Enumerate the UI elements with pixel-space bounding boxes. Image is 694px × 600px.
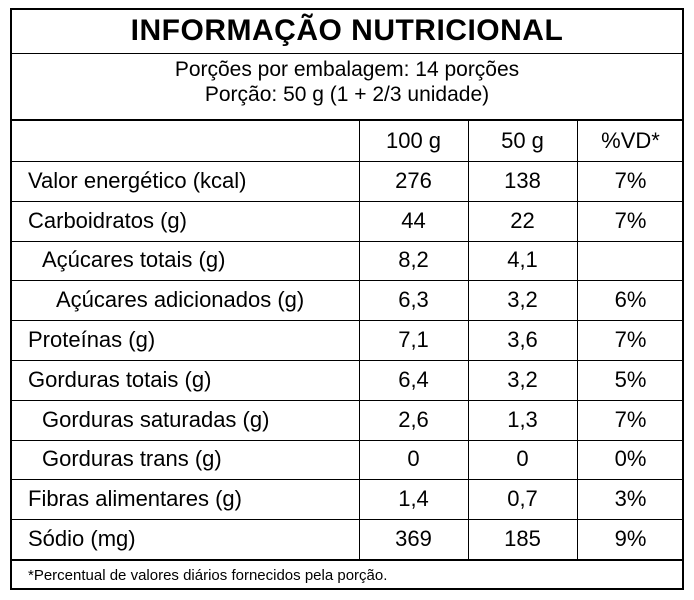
value-per-100g: 2,6 (398, 406, 429, 432)
nutrient-name: Açúcares totais (g) (42, 247, 226, 273)
row-divider (12, 280, 682, 282)
daily-value-percent: 9% (614, 526, 647, 552)
value-per-50g: 185 (504, 526, 541, 552)
value-per-50g: 0,7 (507, 486, 538, 512)
daily-value-percent: 7% (614, 327, 647, 353)
daily-value-percent: 7% (614, 207, 647, 233)
value-per-50g: 3,2 (507, 287, 538, 313)
value-per-50g: 0 (516, 446, 529, 472)
table-row: Carboidratos (g) 44 22 7% (12, 201, 682, 241)
daily-value-percent (577, 241, 684, 281)
row-divider (12, 439, 682, 441)
header-per-50g: 50 g (501, 128, 544, 153)
row-divider (12, 161, 682, 162)
nutrition-facts-label: INFORMAÇÃO NUTRICIONAL Porções por embal… (10, 8, 684, 590)
header-per-100g: 100 g (385, 128, 442, 153)
value-per-50g: 3,6 (507, 327, 538, 353)
row-divider (12, 399, 682, 401)
label-title: INFORMAÇÃO NUTRICIONAL (130, 14, 564, 47)
value-per-100g: 44 (401, 207, 426, 233)
serving-size: Porção: 50 g (1 + 2/3 unidade) (204, 83, 490, 106)
row-divider (12, 320, 682, 322)
nutrient-name: Carboidratos (g) (28, 207, 187, 233)
value-per-50g: 22 (510, 207, 535, 233)
row-divider (12, 479, 682, 481)
daily-value-percent: 7% (614, 406, 647, 432)
nutrient-name: Valor energético (kcal) (28, 167, 247, 193)
value-per-100g: 8,2 (398, 247, 429, 273)
table-row: Gorduras saturadas (g) 2,6 1,3 7% (12, 400, 682, 440)
value-per-100g: 6,4 (398, 366, 429, 392)
header-daily-value: %VD* (601, 128, 660, 153)
value-per-100g: 1,4 (398, 486, 429, 512)
table-row: Açúcares adicionados (g) 6,3 3,2 6% (12, 280, 682, 320)
nutrient-name: Gorduras saturadas (g) (42, 406, 270, 432)
daily-value-percent: 7% (614, 167, 647, 193)
table-row: Proteínas (g) 7,1 3,6 7% (12, 320, 682, 360)
header-nutrient (12, 121, 359, 161)
value-per-50g: 138 (504, 167, 541, 193)
table-header-row: 100 g 50 g %VD* (12, 121, 682, 161)
nutrient-name: Gorduras trans (g) (42, 446, 222, 472)
row-divider (12, 200, 682, 202)
value-per-100g: 6,3 (398, 287, 429, 313)
table-row: Gorduras totais (g) 6,4 3,2 5% (12, 360, 682, 400)
table-row: Sódio (mg) 369 185 9% (12, 519, 682, 559)
value-per-100g: 7,1 (398, 327, 429, 353)
table-row: Açúcares totais (g) 8,2 4,1 (12, 241, 682, 281)
servings-per-package: Porções por embalagem: 14 porções (174, 58, 520, 81)
table-row: Fibras alimentares (g) 1,4 0,7 3% (12, 479, 682, 519)
value-per-50g: 1,3 (507, 406, 538, 432)
value-per-50g: 4,1 (507, 247, 538, 273)
nutrient-name: Fibras alimentares (g) (28, 486, 242, 512)
table-row: Valor energético (kcal) 276 138 7% (12, 161, 682, 201)
column-divider (359, 121, 360, 559)
value-per-100g: 369 (395, 526, 432, 552)
column-divider (468, 121, 469, 559)
portion-info: Porções por embalagem: 14 porções Porção… (12, 53, 682, 115)
value-per-100g: 0 (407, 446, 420, 472)
footnote: *Percentual de valores diários fornecido… (12, 559, 682, 590)
row-divider (12, 240, 682, 242)
nutrient-name: Proteínas (g) (28, 327, 156, 353)
table-row: Gorduras trans (g) 0 0 0% (12, 440, 682, 480)
nutrient-name: Gorduras totais (g) (28, 366, 212, 392)
daily-value-percent: 6% (614, 287, 647, 313)
daily-value-percent: 0% (614, 446, 647, 472)
row-divider (12, 519, 682, 521)
nutrition-table: 100 g 50 g %VD* Valor energético (kcal) 2… (12, 119, 682, 561)
nutrient-name: Sódio (mg) (28, 526, 136, 552)
column-divider (577, 121, 578, 559)
value-per-100g: 276 (395, 167, 432, 193)
daily-value-percent: 5% (614, 366, 647, 392)
daily-value-percent: 3% (614, 486, 647, 512)
row-divider (12, 360, 682, 361)
nutrient-name: Açúcares adicionados (g) (56, 287, 305, 313)
value-per-50g: 3,2 (507, 366, 538, 392)
